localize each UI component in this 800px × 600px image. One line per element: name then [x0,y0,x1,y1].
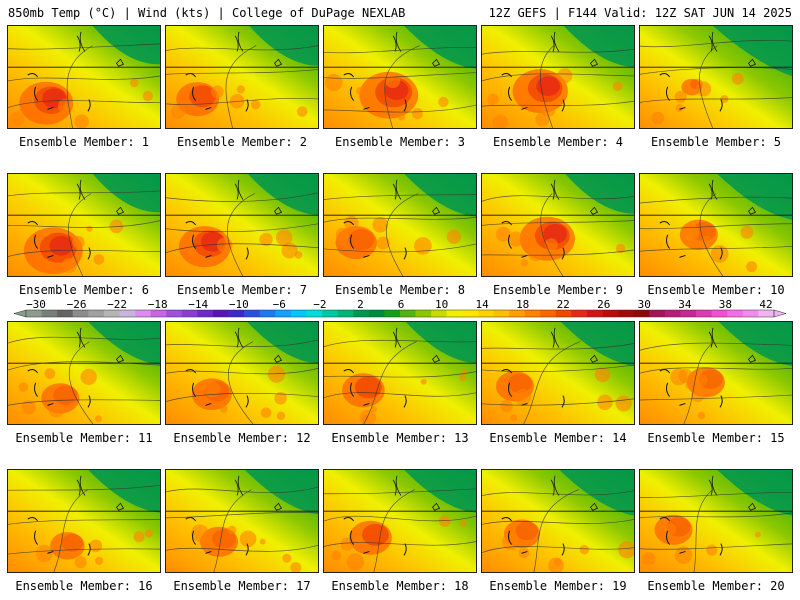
ensemble-panel: Ensemble Member: 6 [7,173,161,297]
colorbar-tick-label: −22 [107,298,128,311]
temperature-map [165,173,319,277]
ensemble-member-label: Ensemble Member: 1 [18,135,150,149]
colorbar-tick-label: 34 [678,298,692,311]
temperature-colorbar: −30 −26 −22 −18 −14 −10 −6 −2 2 6 10 14 18 22 26 30 34 38… [14,298,786,318]
colorbar-tick-label: 22 [556,298,570,311]
colorbar-tick-label: 14 [475,298,489,311]
colorbar-tick-label: 26 [597,298,611,311]
temperature-map [323,173,477,277]
temperature-map [323,321,477,425]
ensemble-member-label: Ensemble Member: 16 [15,579,153,593]
temperature-map [639,321,793,425]
ensemble-member-label: Ensemble Member: 5 [650,135,782,149]
colorbar-tick-label: −30 [26,298,46,311]
temperature-map [639,173,793,277]
ensemble-member-label: Ensemble Member: 10 [647,283,785,297]
ensemble-member-label: Ensemble Member: 11 [15,431,153,445]
colorbar-tick-label: −14 [188,298,209,311]
ensemble-member-label: Ensemble Member: 2 [176,135,308,149]
temperature-map [7,321,161,425]
temperature-map [7,469,161,573]
ensemble-panel: Ensemble Member: 12 [165,321,319,445]
temperature-map [481,469,635,573]
temperature-map [639,469,793,573]
ensemble-panel: Ensemble Member: 1 [7,25,161,149]
ensemble-member-label: Ensemble Member: 13 [331,431,469,445]
ensemble-panel: Ensemble Member: 3 [323,25,477,149]
ensemble-member-label: Ensemble Member: 14 [489,431,627,445]
ensemble-member-label: Ensemble Member: 9 [492,283,624,297]
ensemble-member-label: Ensemble Member: 17 [173,579,311,593]
ensemble-panel: Ensemble Member: 13 [323,321,477,445]
colorbar-tick-label: 18 [516,298,530,311]
ensemble-member-label: Ensemble Member: 3 [334,135,466,149]
temperature-map [165,469,319,573]
ensemble-panel: Ensemble Member: 4 [481,25,635,149]
ensemble-member-label: Ensemble Member: 15 [647,431,785,445]
ensemble-member-label: Ensemble Member: 6 [18,283,150,297]
ensemble-panel: Ensemble Member: 9 [481,173,635,297]
ensemble-panel: Ensemble Member: 15 [639,321,793,445]
header-run-info: 12Z GEFS | F144 Valid: 12Z SAT JUN 14 20… [488,6,792,20]
colorbar-tick-label: −2 [313,298,327,311]
ensemble-panel: Ensemble Member: 20 [639,469,793,593]
temperature-map [323,469,477,573]
colorbar-tick-label: 30 [637,298,651,311]
ensemble-member-label: Ensemble Member: 20 [647,579,785,593]
ensemble-panel: Ensemble Member: 5 [639,25,793,149]
ensemble-panel: Ensemble Member: 17 [165,469,319,593]
temperature-map [7,173,161,277]
temperature-map [481,173,635,277]
ensemble-member-label: Ensemble Member: 19 [489,579,627,593]
colorbar-tick-label: −18 [147,298,168,311]
ensemble-panel: Ensemble Member: 10 [639,173,793,297]
colorbar-tick-label: 42 [759,298,773,311]
ensemble-member-label: Ensemble Member: 4 [492,135,624,149]
colorbar-tick-label: −6 [272,298,286,311]
header-title: 850mb Temp (°C) | Wind (kts) | College o… [8,6,406,20]
colorbar-tick-label: 6 [397,298,405,311]
ensemble-member-label: Ensemble Member: 7 [176,283,308,297]
temperature-map [165,25,319,129]
ensemble-member-label: Ensemble Member: 18 [331,579,469,593]
temperature-map [481,321,635,425]
ensemble-panel: Ensemble Member: 18 [323,469,477,593]
temperature-map [639,25,793,129]
colorbar-tick-label: 10 [434,298,449,311]
temperature-map [7,25,161,129]
ensemble-member-label: Ensemble Member: 12 [173,431,311,445]
ensemble-member-label: Ensemble Member: 8 [334,283,466,297]
ensemble-panel: Ensemble Member: 14 [481,321,635,445]
ensemble-panel: Ensemble Member: 19 [481,469,635,593]
temperature-map [165,321,319,425]
colorbar-tick-label: 2 [357,298,364,311]
temperature-map [323,25,477,129]
colorbar-tick-label: −26 [66,298,87,311]
colorbar-tick-label: 38 [718,298,733,311]
ensemble-panel: Ensemble Member: 8 [323,173,477,297]
ensemble-panel: Ensemble Member: 16 [7,469,161,593]
temperature-map [481,25,635,129]
ensemble-panel: Ensemble Member: 2 [165,25,319,149]
ensemble-panel: Ensemble Member: 7 [165,173,319,297]
colorbar-tick-label: −10 [228,298,249,311]
ensemble-panel: Ensemble Member: 11 [7,321,161,445]
